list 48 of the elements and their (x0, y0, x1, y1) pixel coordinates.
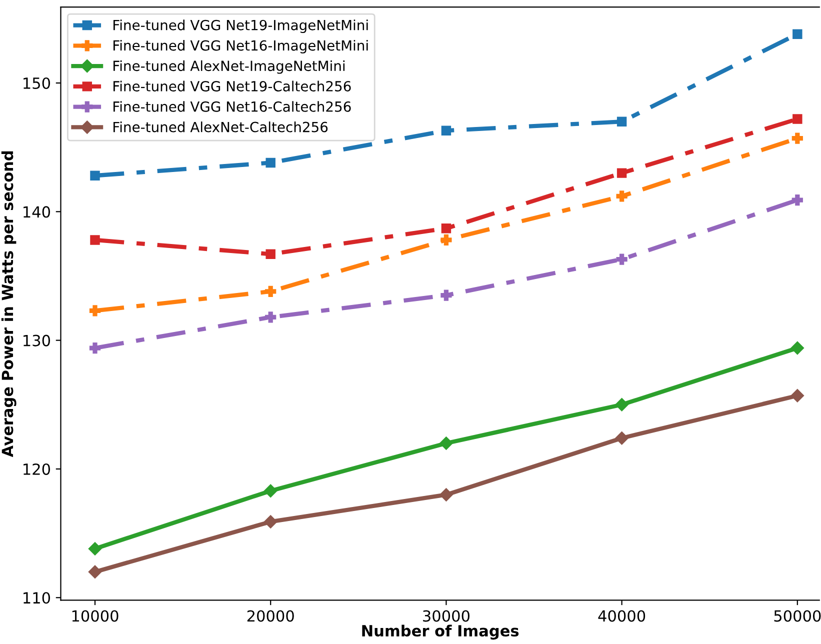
point (440, 436, 453, 450)
legend-label: Fine-tuned VGG Net16-ImageNetMini (114, 40, 368, 54)
y-tick-label: 120 (24, 463, 50, 475)
x-tick-label: 50000 (774, 610, 821, 622)
point (441, 126, 452, 136)
legend-label: Fine-tuned VGG Net16-Caltech256 (114, 101, 351, 112)
point (264, 515, 278, 528)
point (615, 398, 628, 412)
legend-label: Fine-tuned AlexNet-ImageNetMini (114, 60, 345, 74)
y-tick-label: 140 (24, 206, 50, 218)
point (792, 194, 803, 206)
x-tick-label: 10000 (72, 610, 118, 622)
point (89, 342, 101, 354)
point (616, 116, 627, 126)
legend-label: Fine-tuned VGG Net19-Caltech256 (114, 80, 351, 92)
point (90, 170, 100, 180)
y-tick-label: 130 (24, 334, 50, 346)
point (440, 234, 452, 246)
point (440, 488, 453, 502)
y-axis-title: Average Power in Watts per second (1, 151, 16, 458)
point (441, 224, 452, 234)
y-tick-label: 150 (24, 77, 50, 90)
legend-label: Fine-tuned VGG Net19-ImageNetMini (114, 20, 368, 34)
point (792, 132, 803, 144)
point (790, 389, 804, 402)
y-tick-label: 110 (24, 592, 50, 604)
point (265, 312, 276, 323)
x-tick-label: 40000 (598, 610, 646, 622)
point (792, 114, 802, 124)
point (790, 341, 804, 355)
point (616, 254, 628, 265)
legend-label: Fine-tuned AlexNet-Caltech256 (114, 122, 328, 132)
point (90, 235, 100, 245)
point (89, 305, 101, 316)
point (266, 158, 276, 168)
point (88, 565, 102, 578)
point (616, 190, 628, 202)
point (792, 29, 802, 39)
point (615, 432, 628, 445)
point (264, 484, 278, 498)
point (266, 249, 276, 259)
point (440, 290, 452, 301)
x-tick-label: 20000 (247, 610, 294, 622)
point (616, 168, 627, 178)
x-tick-label: 30000 (423, 610, 470, 622)
point (88, 542, 102, 556)
x-axis-title: Number of Images (362, 624, 519, 640)
point (265, 286, 276, 297)
